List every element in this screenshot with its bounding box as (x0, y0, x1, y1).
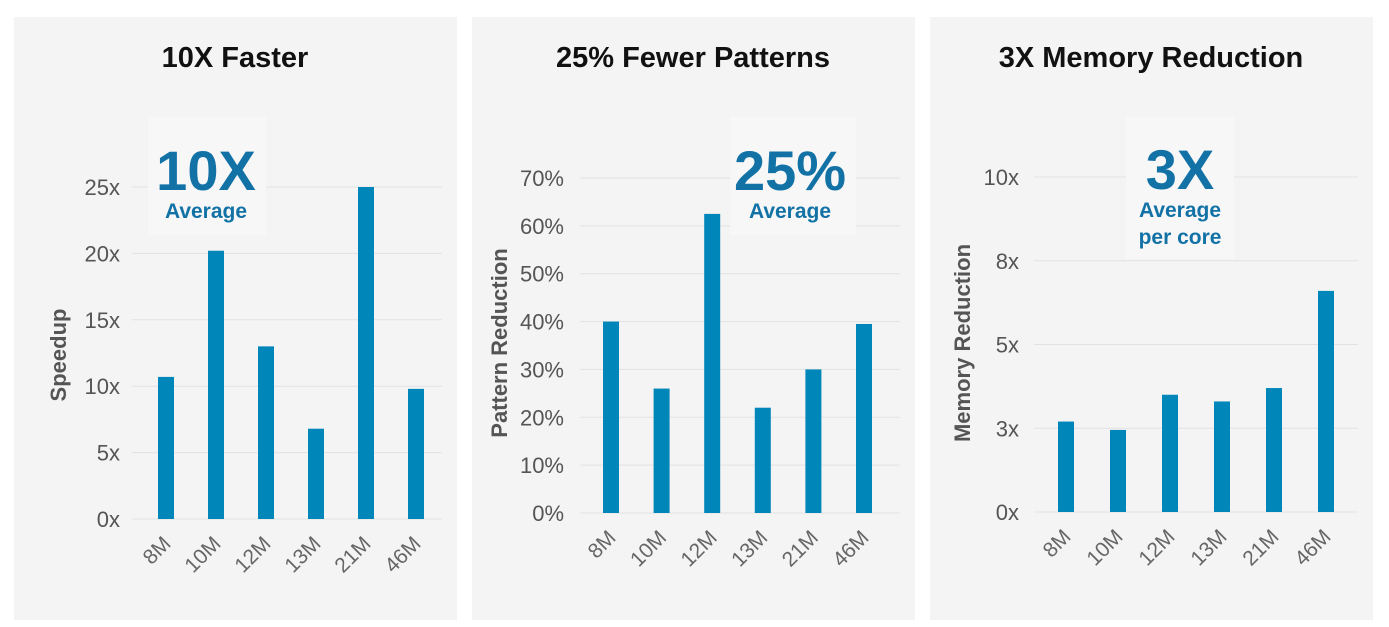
y-tick-label: 10% (520, 453, 564, 478)
callout-caption: Average (165, 200, 247, 223)
y-tick-label: 3x (996, 416, 1019, 441)
chart-title: 10X Faster (162, 42, 309, 74)
x-tick-label: 10M (180, 532, 225, 577)
callout-value: 25% (734, 139, 846, 202)
y-tick-label: 50% (520, 262, 564, 287)
y-tick-label: 60% (520, 214, 564, 239)
y-tick-label: 15x (85, 308, 120, 333)
bar (158, 376, 174, 519)
bar (1266, 388, 1282, 512)
chart-title: 25% Fewer Patterns (556, 42, 830, 74)
y-tick-label: 40% (520, 310, 564, 335)
y-axis-title: Memory Reduction (950, 244, 975, 442)
x-tick-label: 13M (727, 526, 772, 571)
y-tick-label: 8x (996, 249, 1019, 274)
x-tick-label: 13M (1186, 525, 1231, 570)
bar (856, 323, 872, 513)
y-tick-label: 0x (97, 507, 120, 532)
callout-value: 3X (1146, 138, 1215, 201)
callout-value: 10X (156, 139, 256, 202)
bar (1214, 401, 1230, 512)
bar (754, 407, 771, 513)
x-tick-label: 46M (380, 532, 425, 577)
y-tick-label: 10x (984, 165, 1019, 190)
y-tick-label: 10x (85, 374, 120, 399)
x-tick-label: 8M (139, 532, 176, 569)
bar (1110, 429, 1126, 512)
y-tick-label: 0% (532, 501, 564, 526)
speedup-chart-panel: 10X Faster 10X Average 0x 5x 10x 15x 20x 25x Sp… (14, 17, 457, 620)
callout-caption: Average (749, 200, 831, 223)
x-tick-label: 8M (1039, 525, 1076, 562)
bar (208, 250, 224, 519)
bar (258, 346, 274, 519)
callout-caption: Average (1139, 199, 1221, 222)
chart-title: 3X Memory Reduction (999, 42, 1304, 74)
y-tick-label: 20% (520, 405, 564, 430)
bar (653, 388, 670, 513)
callout-caption: per core (1139, 226, 1222, 249)
y-tick-label: 30% (520, 357, 564, 382)
y-axis-title: Speedup (46, 309, 71, 402)
x-tick-label: 12M (677, 526, 722, 571)
x-tick-label: 21M (778, 526, 823, 571)
bar (358, 187, 374, 519)
x-tick-label: 21M (330, 532, 375, 577)
bar (308, 428, 324, 519)
x-tick-label: 46M (828, 526, 873, 571)
bar (1058, 421, 1074, 512)
bar (1162, 394, 1178, 512)
memory-reduction-chart-panel: 3X Memory Reduction 3X Average per core 0x… (930, 17, 1373, 620)
x-tick-label: 12M (1134, 525, 1179, 570)
pattern-reduction-chart: 25% Fewer Patterns 25%Average 0% 10% 20% 30… (487, 42, 900, 571)
y-tick-label: 0x (996, 500, 1019, 525)
x-tick-label: 12M (230, 532, 275, 577)
y-tick-label: 5x (996, 333, 1019, 358)
x-tick-label: 13M (280, 532, 325, 577)
y-axis-title: Pattern Reduction (487, 248, 512, 437)
bar (805, 369, 822, 513)
y-tick-label: 5x (97, 441, 120, 466)
x-tick-label: 21M (1238, 525, 1283, 570)
x-tick-label: 8M (584, 526, 621, 563)
x-tick-label: 10M (626, 526, 671, 571)
y-tick-label: 20x (85, 241, 120, 266)
callout-background (148, 117, 266, 235)
pattern-reduction-chart-panel: 25% Fewer Patterns 25% Average 0% 10% 20% 30… (472, 17, 915, 620)
callout-background (730, 117, 856, 235)
x-tick-label: 10M (1082, 525, 1127, 570)
bar (704, 213, 721, 513)
callout-background (1126, 117, 1234, 259)
bar (1318, 290, 1334, 512)
y-tick-label: 70% (520, 166, 564, 191)
bar (408, 388, 424, 519)
bar (603, 321, 619, 513)
x-tick-label: 46M (1290, 525, 1335, 570)
y-tick-label: 25x (85, 175, 120, 200)
